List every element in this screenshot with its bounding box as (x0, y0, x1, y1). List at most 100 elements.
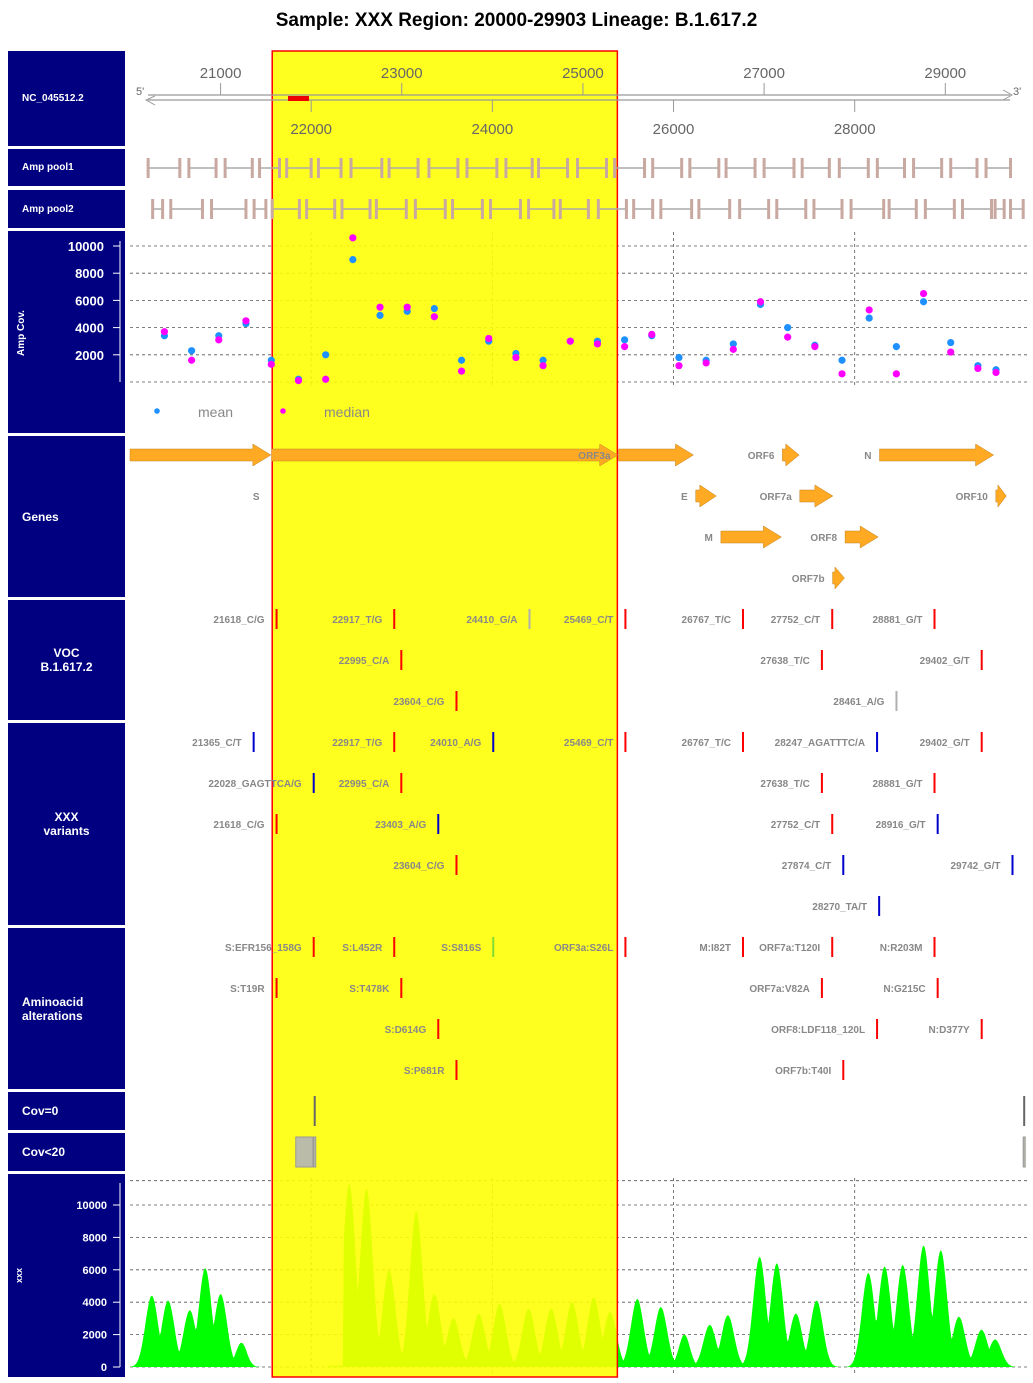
track-label-amp-cov-box (8, 231, 125, 433)
gene-label-e: E (681, 492, 688, 503)
sample-variant-marker (492, 732, 495, 752)
cov20-region (1022, 1136, 1026, 1168)
amp-pool2-primer-left (210, 199, 214, 219)
mean-point (784, 324, 792, 332)
sample-variant-marker (936, 814, 939, 834)
track-label-amp-pool2: Amp pool2 (8, 190, 125, 228)
aa-alteration-marker (312, 937, 315, 957)
amp-pool1-primer-left (285, 158, 289, 178)
aa-alteration-marker (936, 978, 939, 998)
voc-variant-marker (831, 609, 834, 629)
sample-variant-marker (252, 732, 255, 752)
median-point (811, 343, 819, 351)
amp-pool1-primer-right (339, 158, 343, 178)
ref-arrow-right (1002, 89, 1014, 101)
aa-alteration-marker (842, 1060, 845, 1080)
gene-arrow-e (695, 484, 717, 508)
aa-alteration-marker (876, 1019, 879, 1039)
median-point (947, 348, 955, 356)
gene-label-s: S (253, 492, 260, 503)
amp-pool2-primer-right (586, 199, 590, 219)
depth-tick-label: 2000 (83, 1330, 107, 1342)
track-label-depth-box (8, 1174, 125, 1377)
mean-point (838, 356, 846, 364)
ref-tick-label-bottom: 24000 (471, 121, 513, 138)
sample-variant-marker (455, 855, 458, 875)
amp-pool1-primer-right (866, 158, 870, 178)
legend-median-label: median (324, 404, 370, 420)
amp-pool1-primer-left (537, 158, 541, 178)
median-point (322, 375, 330, 383)
amp-pool1-primer-right (792, 158, 796, 178)
voc-variant-marker (455, 691, 458, 711)
amp-pool1-primer-right (178, 158, 182, 178)
sample-variant-marker (933, 773, 936, 793)
depth-tick-label: 4000 (83, 1297, 107, 1309)
amp-pool2-primer-right (804, 199, 808, 219)
amp-pool1-primer-right (827, 158, 831, 178)
amp-pool2-primer-right (264, 199, 268, 219)
voc-variant-marker (895, 691, 898, 711)
voc-variant-label: 29402_G/T (920, 656, 970, 667)
sample-variant-marker (842, 855, 845, 875)
amp-pool1-primer-right (250, 158, 254, 178)
amp-pool2-primer-left (812, 199, 816, 219)
amp-pool2-primer-right (767, 199, 771, 219)
track-label-depth: xxx (14, 1268, 24, 1283)
median-point (512, 353, 520, 362)
voc-variant-marker (400, 650, 403, 670)
aa-alteration-label: S:T478K (349, 984, 390, 995)
gene-label-orf3a: ORF3a (578, 451, 611, 462)
aa-alteration-marker (400, 978, 403, 998)
median-point (187, 356, 196, 364)
amp-pool1-primer-left (576, 158, 579, 178)
amp-pool2-primer-left (738, 199, 742, 219)
aa-alteration-label: S:S816S (441, 943, 481, 954)
median-point (160, 328, 169, 336)
sample-variant-label: 21618_C/G (213, 820, 264, 831)
amp-pool2-primer-left (305, 199, 309, 219)
voc-variant-label: 22995_C/A (339, 656, 390, 667)
legend-mean-marker (154, 408, 160, 414)
voc-variant-marker (528, 609, 531, 629)
median-point (485, 334, 493, 343)
amp-pool1-primer-right (456, 158, 460, 178)
median-point (593, 340, 602, 348)
mean-point (729, 340, 737, 348)
sample-variant-label: 28916_G/T (876, 820, 926, 831)
sample-variant-marker (831, 814, 834, 834)
ref-tick-label-bottom: 28000 (834, 121, 876, 138)
median-point (784, 333, 792, 341)
amp-pool2-primer-left (151, 199, 155, 219)
ref-tick-label-top: 21000 (200, 65, 242, 82)
ref-tick-label-top: 27000 (743, 65, 785, 82)
aa-alteration-label: N:G215C (883, 984, 925, 995)
sample-variant-marker (393, 732, 396, 752)
sample-variant-label: 23403_A/G (375, 820, 426, 831)
amp-pool2-primer-left (887, 199, 891, 219)
amp-pool1-primer-right (717, 158, 721, 178)
aa-alteration-marker (275, 978, 278, 998)
aa-alteration-marker (624, 937, 627, 957)
amp-pool2-primer-right (244, 199, 248, 219)
mean-point (621, 336, 629, 344)
amp-pool2-primer-right (1021, 199, 1025, 219)
mean-point (919, 298, 928, 306)
median-point (457, 367, 466, 375)
aa-alteration-marker (980, 1019, 983, 1039)
amp-pool1-primer-right (495, 158, 499, 178)
amp-pool1-primer-right (380, 158, 384, 178)
amp-pool2-primer-left (1009, 199, 1013, 219)
aa-alteration-label: ORF8:LDF118_120L (771, 1025, 865, 1036)
amp-pool2-primer-left (960, 199, 964, 219)
track-label-voc: VOC B.1.617.2 (8, 600, 125, 720)
aa-alteration-label: S:L452R (342, 943, 383, 954)
ref-tick-label-bottom: 26000 (653, 121, 695, 138)
amp-pool2-primer-left (489, 199, 493, 219)
gene-arrow-orf7b (832, 566, 845, 590)
amp-pool2-primer-left (632, 199, 636, 219)
voc-variant-label: 28461_A/G (833, 697, 884, 708)
amp-pool2-primer-right (518, 199, 522, 219)
sample-variant-label: 27752_C/T (771, 820, 820, 831)
median-point (349, 234, 357, 242)
